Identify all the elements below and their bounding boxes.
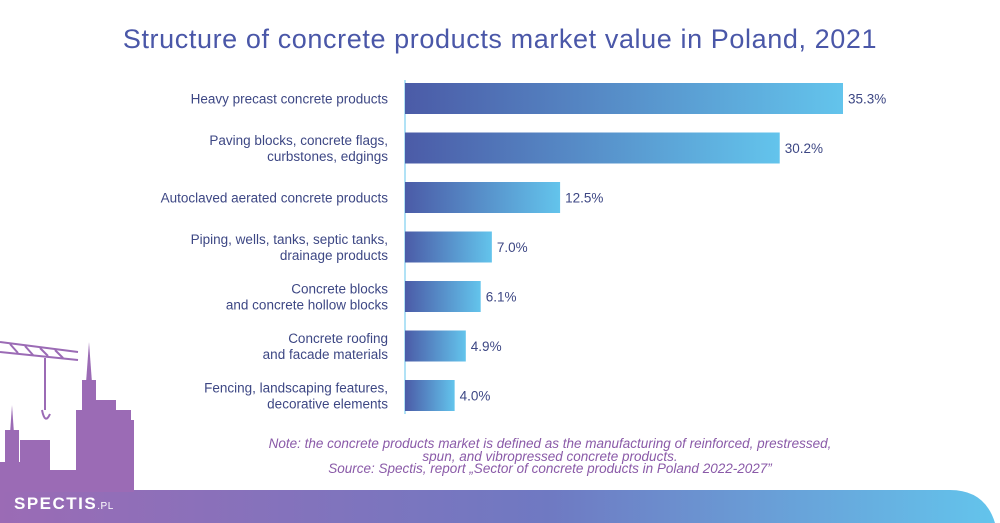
- value-label-2: 30.2%: [785, 141, 823, 156]
- bar-3: [405, 182, 561, 213]
- note-line-2: spun, and vibropressed concrete products…: [422, 449, 678, 464]
- category-label-4: Piping, wells, tanks, septic tanks, drain…: [191, 232, 389, 263]
- bottom-band: [0, 490, 995, 523]
- category-label-2: Paving blocks, concrete flags, curbstones…: [209, 133, 388, 164]
- value-label-3: 12.5%: [565, 191, 603, 206]
- brand-suffix: .PL: [97, 501, 114, 512]
- bar-4: [405, 231, 492, 263]
- category-label-7: Fencing, landscaping features, decorative…: [204, 381, 388, 412]
- value-label-1: 35.3%: [848, 92, 886, 107]
- brand-logo[interactable]: SPECTIS.PL: [14, 494, 114, 514]
- chart-title: Structure of concrete products market va…: [122, 24, 878, 54]
- bar-1: [405, 83, 843, 114]
- crane: [0, 341, 79, 420]
- category-label-3: Autoclaved aerated concrete products: [161, 191, 389, 206]
- value-label-4: 7.0%: [497, 240, 528, 255]
- bar-2: [405, 132, 780, 164]
- category-label-1: Heavy precast concrete products: [191, 92, 389, 107]
- note-line-1: Note: the concrete products market is de…: [268, 436, 832, 451]
- bar-5: [405, 281, 481, 312]
- value-label-6: 4.9%: [471, 339, 502, 354]
- city-buildings: [0, 342, 134, 492]
- bar-7: [405, 380, 455, 411]
- value-label-5: 6.1%: [486, 290, 517, 305]
- bar-6: [405, 330, 466, 362]
- source-note: Source: Spectis, report „Sector of concr…: [328, 461, 772, 476]
- bar-chart: 35.3% Heavy precast concrete products 30.2…: [161, 80, 886, 414]
- category-label-6: Concrete roofing and facade materials: [263, 331, 389, 362]
- value-label-7: 4.0%: [460, 389, 491, 404]
- brand-name: SPECTIS: [14, 494, 98, 513]
- category-label-5: Concrete blocks and concrete hollow block…: [226, 282, 388, 313]
